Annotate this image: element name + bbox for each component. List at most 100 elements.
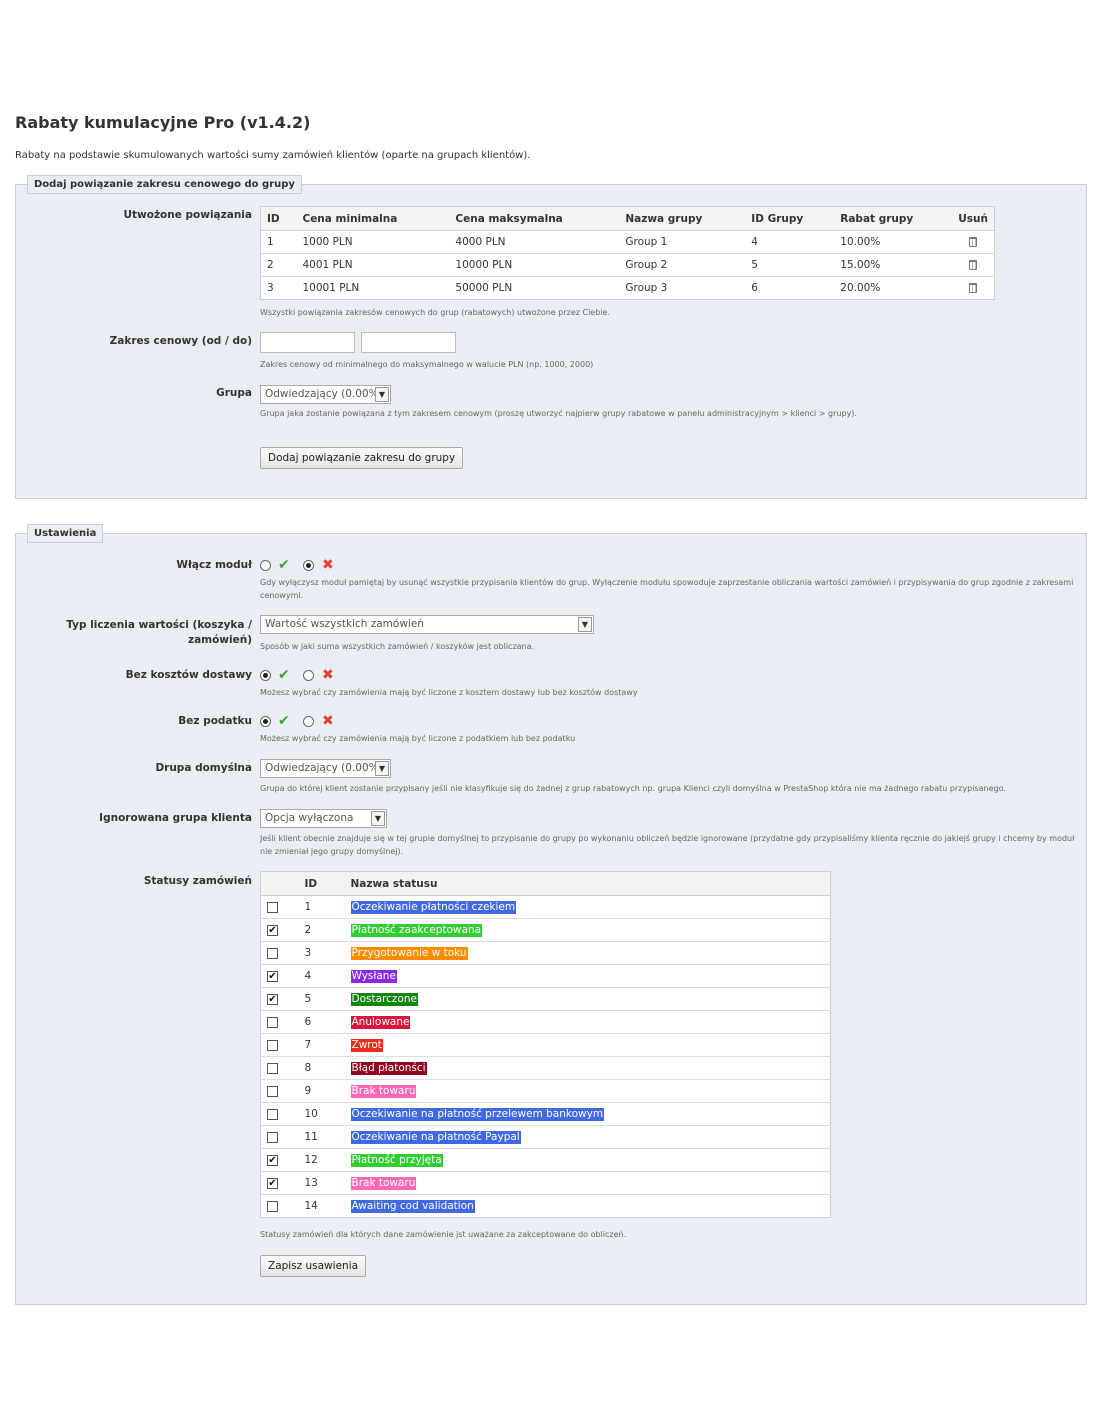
table-header-row: ID Nazwa statusu — [260, 871, 831, 896]
table-row: 10 Oczekiwanie na płatność przelewem bank… — [260, 1102, 831, 1126]
status-checkbox[interactable] — [267, 1016, 278, 1028]
status-checkbox[interactable] — [267, 1200, 278, 1212]
table-row: 1 Oczekiwanie płatności czekiem — [260, 895, 831, 919]
check-icon: ✔ — [278, 557, 290, 573]
status-checkbox[interactable]: ✔ — [267, 1177, 278, 1189]
cell-group-name: Group 3 — [625, 282, 668, 294]
status-checkbox[interactable] — [267, 1039, 278, 1051]
chevron-down-icon: ▼ — [375, 387, 389, 402]
calc-type-label: Typ liczenia wartości (koszyka / zamówie… — [66, 619, 252, 646]
default-group-select[interactable]: Odwiedzający (0.00%) ▼ — [260, 759, 391, 778]
status-checkbox[interactable] — [267, 901, 278, 913]
settings-panel-legend: Ustawienia — [27, 524, 104, 543]
status-name-label: Płatność przyjęta — [350, 1153, 443, 1167]
trash-icon[interactable] — [969, 283, 978, 293]
no-shipping-no-radio[interactable] — [303, 670, 314, 681]
page-description: Rabaty na podstawie skumulowanych wartoś… — [15, 150, 531, 161]
cell-status-name: Płatność przyjęta — [344, 1148, 831, 1172]
cross-icon: ✖ — [322, 557, 334, 573]
cell-checkbox — [260, 1079, 299, 1103]
order-statuses-hint: Statusy zamówień dla których dane zamówi… — [260, 1230, 627, 1239]
status-name-label: Awaiting cod validation — [350, 1199, 475, 1213]
status-checkbox[interactable] — [267, 947, 278, 959]
cell-min-price: 10001 PLN — [302, 282, 360, 294]
cell-discount: 10.00% — [834, 230, 953, 254]
table-row: 14 Awaiting cod validation — [261, 1195, 831, 1218]
table-row: 8 Błąd płatonści — [260, 1056, 831, 1080]
cell-status-id: 3 — [298, 941, 345, 965]
group-panel-legend: Dodaj powiązanie zakresu cenowego do gru… — [27, 175, 302, 194]
cell-status-name: Przygotowanie w toku — [344, 941, 831, 965]
group-select-value: Odwiedzający (0.00%) — [265, 388, 383, 400]
cell-status-id: 7 — [298, 1033, 345, 1057]
cell-checkbox — [260, 1056, 299, 1080]
add-range-button[interactable]: Dodaj powiązanie zakresu do grupy — [260, 447, 464, 469]
page-title: Rabaty kumulacyjne Pro (v1.4.2) — [15, 113, 311, 132]
status-checkbox[interactable] — [267, 1108, 278, 1120]
no-tax-no-radio[interactable] — [303, 716, 314, 727]
cell-status-name: Brak towaru — [344, 1171, 831, 1195]
status-name-label: Wysłane — [350, 969, 397, 983]
cell-id: 1 — [260, 230, 297, 254]
enable-no-radio[interactable] — [303, 560, 314, 571]
col-checkbox — [260, 871, 299, 896]
cross-icon: ✖ — [322, 713, 334, 729]
col-group-id: ID Grupy — [745, 206, 835, 231]
status-name-label: Oczekiwanie na płatność Paypal — [350, 1130, 521, 1144]
no-shipping-hint: Możesz wybrać czy zamówienia mają być li… — [260, 688, 638, 697]
status-name-label: Płatność zaakceptowana — [350, 923, 483, 937]
price-from-input[interactable] — [260, 332, 355, 353]
ignored-group-value: Opcja wyłączona — [265, 812, 354, 824]
status-name-label: Przygotowanie w toku — [350, 946, 468, 960]
cell-status-name: Anulowane — [344, 1010, 831, 1034]
cell-status-name: Wysłane — [344, 964, 831, 988]
cell-discount: 20.00% — [840, 282, 881, 294]
group-links-table: ID Cena minimalna Cena maksymalna Nazwa … — [260, 206, 995, 300]
col-min-price: Cena minimalna — [296, 206, 450, 231]
enable-yes-radio[interactable] — [260, 560, 271, 571]
cell-status-id: 8 — [298, 1056, 345, 1080]
calc-type-select[interactable]: Wartość wszystkich zamówień ▼ — [260, 615, 594, 634]
trash-icon[interactable] — [969, 237, 978, 247]
no-tax-label: Bez podatku — [178, 715, 252, 727]
group-select[interactable]: Odwiedzający (0.00%) ▼ — [260, 385, 391, 404]
no-shipping-yes-radio[interactable] — [260, 670, 271, 681]
table-row: ✔ 12 Płatność przyjęta — [260, 1148, 831, 1172]
no-tax-hint: Możesz wybrać czy zamówienia mają być li… — [260, 734, 576, 743]
cell-status-name: Dostarczone — [344, 987, 831, 1011]
status-checkbox[interactable]: ✔ — [267, 924, 278, 936]
no-tax-yes-radio[interactable] — [260, 716, 271, 727]
status-checkbox[interactable]: ✔ — [267, 1154, 278, 1166]
status-name-label: Dostarczone — [350, 992, 418, 1006]
price-to-input[interactable] — [361, 332, 456, 353]
status-name-label: Anulowane — [350, 1015, 411, 1029]
no-shipping-label: Bez kosztów dostawy — [125, 669, 252, 681]
cell-status-name: Oczekiwanie płatności czekiem — [344, 895, 831, 919]
cell-checkbox — [260, 1010, 299, 1034]
cell-group-name: Group 1 — [619, 230, 746, 254]
cell-status-id: 4 — [298, 964, 345, 988]
status-checkbox[interactable] — [267, 1062, 278, 1074]
cell-delete — [952, 230, 995, 254]
table-row: 1 1000 PLN 4000 PLN Group 1 4 10.00% — [260, 230, 995, 254]
status-checkbox[interactable] — [267, 1131, 278, 1143]
trash-icon[interactable] — [969, 260, 978, 270]
status-checkbox[interactable] — [267, 1085, 278, 1097]
table-row: 3 10001 PLN 50000 PLN Group 3 6 20.00% — [261, 277, 995, 300]
table-row: 11 Oczekiwanie na płatność Paypal — [260, 1125, 831, 1149]
cell-delete — [952, 277, 994, 300]
cell-status-id: 6 — [298, 1010, 345, 1034]
cell-id: 2 — [260, 253, 297, 277]
ignored-group-select[interactable]: Opcja wyłączona ▼ — [260, 809, 387, 828]
save-settings-button[interactable]: Zapisz usawienia — [260, 1255, 367, 1277]
cell-status-id: 9 — [298, 1079, 345, 1103]
status-checkbox[interactable]: ✔ — [267, 993, 278, 1005]
default-group-value: Odwiedzający (0.00%) — [265, 762, 383, 774]
status-checkbox[interactable]: ✔ — [267, 970, 278, 982]
cross-icon: ✖ — [322, 667, 334, 683]
order-statuses-label: Statusy zamówień — [143, 875, 252, 887]
cell-status-name: Zwrot — [344, 1033, 831, 1057]
table-row: 3 Przygotowanie w toku — [260, 941, 831, 965]
cell-max-price: 10000 PLN — [449, 253, 620, 277]
price-range-hint: Zakres cenowy od minimalnego do maksymal… — [260, 360, 594, 369]
